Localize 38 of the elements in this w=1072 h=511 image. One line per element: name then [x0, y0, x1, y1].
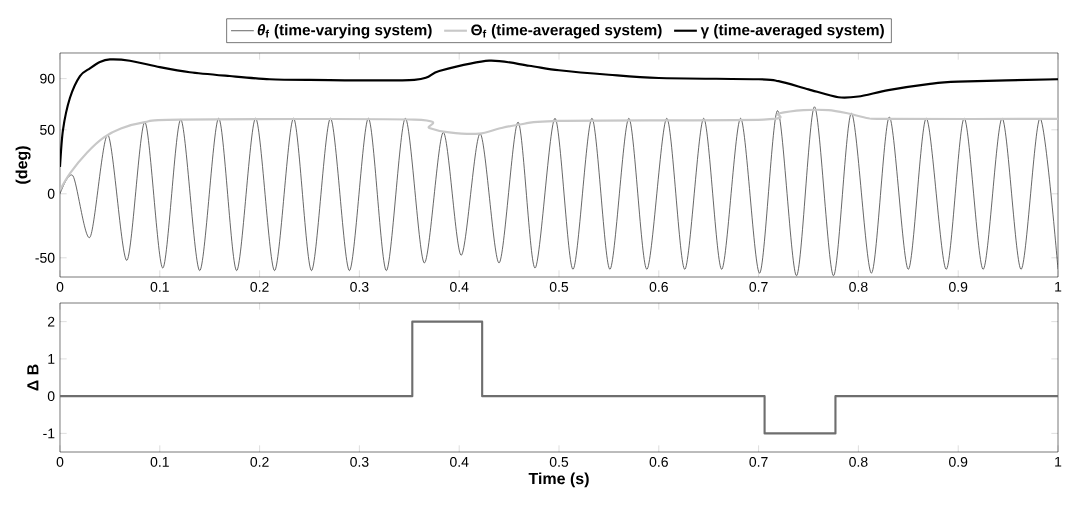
y-axis-title: (deg) [15, 146, 31, 184]
y-tick-label: 2 [47, 316, 55, 327]
x-tick-label: 0.2 [250, 281, 269, 292]
x-tick-label: 0.8 [849, 281, 868, 292]
x-tick-label: 0.4 [450, 456, 469, 467]
x-tick-label: 0.1 [150, 456, 169, 467]
y-tick-label: 0 [47, 391, 55, 402]
x-tick-label: 0 [56, 456, 64, 467]
x-tick-label: 0.3 [350, 456, 369, 467]
legend-label: θ$_{f}$ (time-varying system) [257, 24, 432, 39]
y-tick-label: 90 [40, 73, 55, 84]
y-tick-label: 1 [48, 354, 55, 364]
x-tick-label: 0.6 [649, 456, 668, 467]
x-tick-label: 0.7 [749, 456, 768, 467]
line-series [60, 106, 1059, 277]
y-axis-title: Δ B [27, 364, 39, 391]
x-tick-label: 1 [1055, 281, 1062, 292]
x-tick-label: 0.2 [250, 456, 269, 467]
x-tick-label: 0.9 [949, 456, 968, 467]
x-tick-label: 0.4 [450, 281, 469, 292]
x-tick-label: 0.1 [150, 281, 169, 292]
y-tick-label: -50 [35, 252, 55, 263]
x-tick-label: 0.9 [949, 281, 968, 292]
x-axis-title: Time (s) [528, 472, 589, 488]
x-tick-label: 0.5 [549, 456, 569, 467]
y-tick-label: 50 [40, 124, 55, 135]
y-tick-label: 0 [47, 188, 55, 199]
x-tick-label: 0.7 [749, 281, 768, 292]
x-tick-label: 1 [1055, 456, 1062, 467]
legend-label: Θ$_{f}$ (time-averaged system) [471, 24, 662, 39]
x-tick-label: 0 [56, 281, 64, 292]
x-tick-label: 0.8 [849, 456, 868, 467]
y-tick-label: -1 [43, 428, 55, 439]
x-tick-label: 0.6 [649, 281, 668, 292]
x-tick-label: 0.3 [350, 281, 369, 292]
line-series [60, 108, 1059, 192]
legend-label: γ (time-averaged system) [700, 24, 884, 39]
x-tick-label: 0.5 [549, 281, 569, 292]
